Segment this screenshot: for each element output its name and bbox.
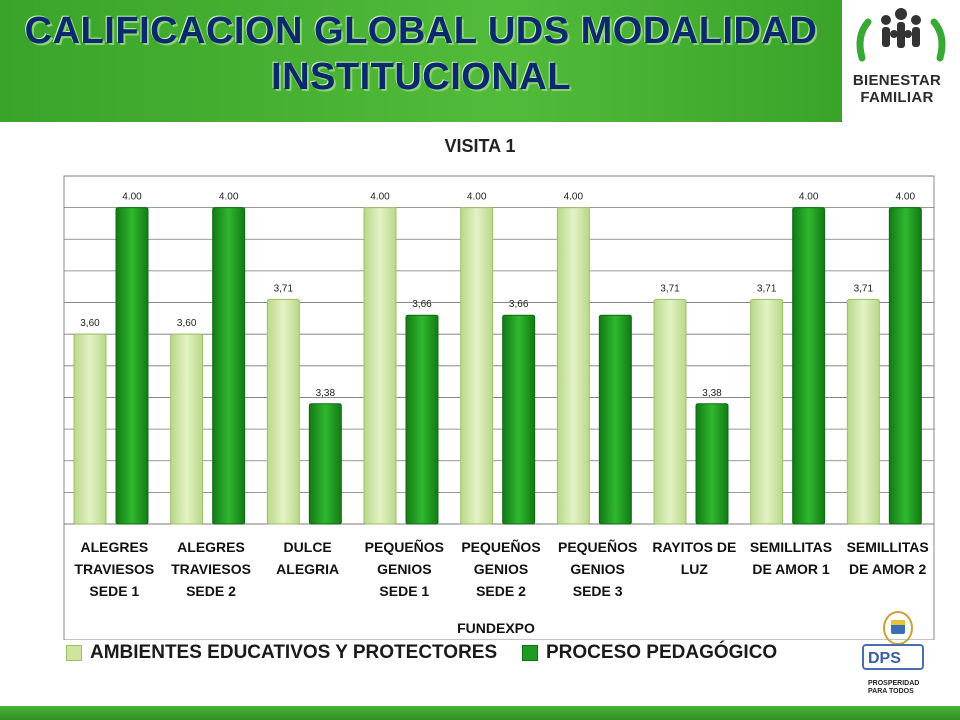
- bar-s1: [750, 298, 784, 525]
- category-label: RAYITOS DE: [652, 539, 736, 555]
- category-label: PEQUEÑOS: [365, 538, 444, 555]
- bar-s2: [888, 207, 922, 525]
- bar-s2: [695, 403, 729, 525]
- legend-swatch-ambientes: [66, 645, 82, 661]
- bar-s2: [115, 207, 149, 525]
- data-label: 3,60: [177, 318, 197, 329]
- chart-title: VISITA 1: [444, 136, 516, 156]
- category-label: ALEGRES: [177, 539, 245, 555]
- bar-s2: [212, 207, 246, 525]
- bar-s1: [73, 333, 107, 525]
- category-label: PEQUEÑOS: [461, 538, 540, 555]
- page-title-line1: CALIFICACION GLOBAL UDS MODALIDAD: [24, 10, 818, 52]
- bar-s2: [502, 314, 536, 525]
- data-label: 4.00: [467, 192, 487, 203]
- category-label: SEMILLITAS: [750, 539, 832, 555]
- title-banner: [0, 0, 842, 122]
- logo-line1: BIENESTAR: [852, 72, 942, 89]
- data-label: 4.00: [799, 192, 819, 203]
- legend-item-proceso: PROCESO PEDAGÓGICO: [522, 640, 777, 666]
- category-label: DULCE: [284, 539, 332, 555]
- data-label: 3,38: [316, 388, 336, 399]
- page-title-line2: INSTITUCIONAL: [271, 56, 571, 98]
- family-hands-icon: [856, 8, 946, 62]
- data-label: 4.00: [370, 192, 390, 203]
- data-label: 4.00: [122, 192, 142, 203]
- prosperidad-line2: PARA TODOS: [868, 688, 914, 695]
- category-label: DE AMOR 1: [752, 561, 829, 577]
- category-label: SEMILLITAS: [847, 539, 929, 555]
- category-label: TRAVIESOS: [74, 561, 154, 577]
- data-label: 3,71: [757, 283, 777, 294]
- bar-s1: [846, 298, 880, 525]
- data-label: 3,71: [274, 283, 294, 294]
- dps-logo: DPS: [862, 644, 924, 670]
- category-label: SEDE 2: [476, 583, 526, 599]
- x-axis-label: FUNDEXPO: [457, 620, 535, 636]
- data-label: 3,66: [509, 299, 529, 310]
- bar-s2: [405, 314, 439, 525]
- legend-label-ambientes: AMBIENTES EDUCATIVOS Y PROTECTORES: [90, 642, 498, 663]
- colombia-seal-icon: [883, 611, 913, 645]
- bienestar-familiar-label: BIENESTAR FAMILIAR: [852, 72, 942, 106]
- bar-s2: [598, 314, 632, 525]
- bar-s1: [170, 333, 204, 525]
- chart-legend: AMBIENTES EDUCATIVOS Y PROTECTORES PROCE…: [66, 640, 826, 666]
- page-title: CALIFICACION GLOBAL UDS MODALIDAD INSTIT…: [0, 8, 842, 100]
- bar-s1: [460, 207, 494, 525]
- bar-s1: [653, 298, 687, 525]
- logo-line2: FAMILIAR: [860, 89, 934, 106]
- bienestar-familiar-logo: [842, 0, 960, 122]
- bar-s2: [308, 403, 342, 525]
- bar-s1: [556, 207, 590, 525]
- category-label: SEDE 2: [186, 583, 236, 599]
- category-label: TRAVIESOS: [171, 561, 251, 577]
- prosperidad-line1: PROSPERIDAD: [868, 680, 920, 687]
- category-label: DE AMOR 2: [849, 561, 926, 577]
- category-label: ALEGRIA: [276, 561, 339, 577]
- category-label: SEDE 1: [379, 583, 429, 599]
- prosperidad-logo: PROSPERIDAD PARA TODOS: [868, 680, 948, 696]
- data-label: 4.00: [564, 192, 584, 203]
- legend-swatch-proceso: [522, 645, 538, 661]
- bar-chart: 33,13,23,33,43,53,63,73,83,944,1 3,604.0…: [63, 175, 935, 640]
- category-label: GENIOS: [474, 561, 528, 577]
- footer-bar: [0, 706, 960, 720]
- bar-s2: [792, 207, 826, 525]
- category-label: SEDE 1: [89, 583, 139, 599]
- category-label: LUZ: [681, 561, 709, 577]
- data-label: 3,38: [702, 388, 722, 399]
- data-label: 3,71: [854, 283, 874, 294]
- data-label: 3,66: [412, 299, 432, 310]
- data-label: 3,71: [660, 283, 680, 294]
- data-label: 4.00: [896, 192, 916, 203]
- legend-item-ambientes: AMBIENTES EDUCATIVOS Y PROTECTORES: [66, 640, 497, 666]
- data-label: 3,60: [80, 318, 100, 329]
- legend-label-proceso: PROCESO PEDAGÓGICO: [546, 642, 778, 663]
- category-label: SEDE 3: [573, 583, 623, 599]
- category-label: PEQUEÑOS: [558, 538, 637, 555]
- bar-s1: [363, 207, 397, 525]
- category-label: GENIOS: [377, 561, 431, 577]
- category-label: GENIOS: [570, 561, 624, 577]
- data-label: 4.00: [219, 192, 239, 203]
- category-label: ALEGRES: [80, 539, 148, 555]
- bar-s1: [266, 298, 300, 525]
